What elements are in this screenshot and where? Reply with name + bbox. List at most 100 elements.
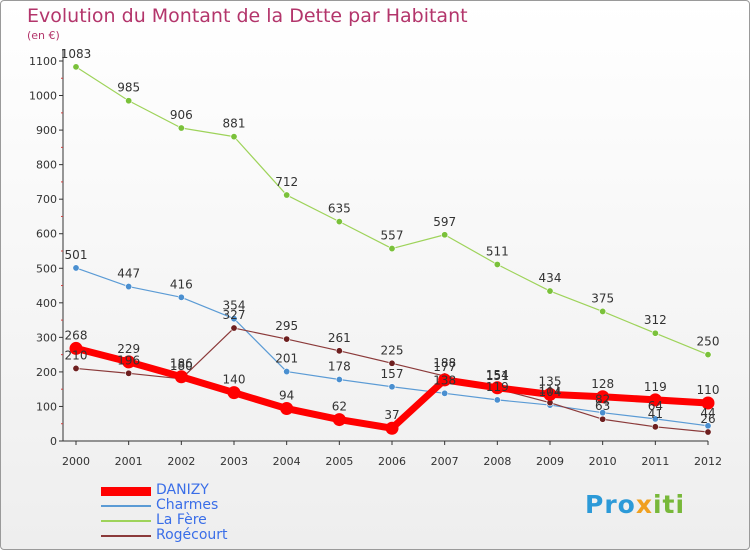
data-point-rog-court (704, 428, 712, 436)
data-label-rog-court: 188 (433, 356, 456, 370)
x-tick-label: 2005 (325, 455, 353, 468)
data-label-danizy: 128 (591, 377, 614, 391)
data-label-charmes: 119 (486, 380, 509, 394)
data-point-rog-court (599, 415, 607, 423)
data-label-danizy: 229 (117, 342, 140, 356)
data-label-rog-court: 261 (328, 331, 351, 345)
data-label-danizy: 94 (279, 389, 294, 403)
y-tick-label: 200 (36, 366, 57, 379)
data-point-charmes (125, 283, 133, 291)
legend-label-la-f-re: La Fère (156, 512, 207, 528)
data-label-danizy: 140 (223, 373, 246, 387)
data-label-danizy: 177 (433, 360, 456, 374)
data-label-la-f-re: 1083 (61, 47, 92, 61)
y-tick-label: 900 (36, 124, 57, 137)
y-tick-label: 1000 (29, 90, 57, 103)
chart-legend: DANIZY Charmes La Fère Rogécourt (101, 482, 301, 544)
x-tick-label: 2000 (62, 455, 90, 468)
chart-unit-label: (en €) (27, 29, 60, 42)
x-tick-label: 2006 (378, 455, 406, 468)
y-tick-label: 800 (36, 159, 57, 172)
data-point-la-f-re (704, 351, 712, 359)
data-label-rog-court: 225 (381, 343, 404, 357)
data-label-danizy: 62 (332, 400, 347, 414)
data-label-charmes: 501 (65, 248, 88, 262)
x-tick-label: 2007 (431, 455, 459, 468)
data-label-charmes: 416 (170, 277, 193, 291)
data-point-danizy (596, 390, 610, 404)
data-point-la-f-re (335, 218, 343, 226)
data-point-danizy (227, 386, 241, 400)
data-point-danizy (174, 370, 188, 384)
data-label-la-f-re: 985 (117, 81, 140, 95)
legend-swatch-rog-court (101, 535, 151, 537)
data-point-charmes (441, 389, 449, 397)
data-label-danizy: 135 (539, 374, 562, 388)
data-point-la-f-re (72, 63, 80, 71)
legend-swatch-danizy (101, 486, 151, 496)
data-label-charmes: 64 (648, 399, 663, 413)
y-tick-label: 300 (36, 331, 57, 344)
legend-swatch-la-f-re (101, 520, 151, 522)
data-label-rog-court: 295 (275, 319, 298, 333)
data-label-charmes: 447 (117, 267, 140, 281)
data-point-danizy (280, 402, 294, 416)
x-tick-label: 2012 (694, 455, 722, 468)
data-point-danizy (122, 355, 136, 369)
data-point-la-f-re (546, 287, 554, 295)
legend-item-danizy: DANIZY (101, 482, 301, 499)
x-tick-label: 2011 (641, 455, 669, 468)
data-label-charmes: 104 (539, 385, 562, 399)
data-point-rog-court (125, 369, 133, 377)
data-label-danizy: 154 (486, 368, 509, 382)
legend-label-rog-court: Rogécourt (156, 527, 228, 543)
data-label-rog-court: 196 (117, 353, 140, 367)
data-point-la-f-re (230, 133, 238, 141)
data-point-charmes (230, 315, 238, 323)
data-point-charmes (283, 368, 291, 376)
data-point-la-f-re (441, 231, 449, 239)
data-point-charmes (72, 264, 80, 272)
y-tick-label: 100 (36, 400, 57, 413)
x-tick-label: 2010 (589, 455, 617, 468)
data-label-la-f-re: 597 (433, 215, 456, 229)
data-label-danizy: 119 (644, 380, 667, 394)
data-point-danizy (648, 393, 662, 407)
x-tick-label: 2003 (220, 455, 248, 468)
legend-label-charmes: Charmes (156, 497, 219, 513)
data-label-danizy: 110 (697, 383, 720, 397)
y-tick-label: 400 (36, 297, 57, 310)
x-tick-label: 2008 (483, 455, 511, 468)
legend-item-rog-court: Rogécourt (101, 527, 301, 544)
data-label-la-f-re: 375 (591, 291, 614, 305)
data-point-rog-court (72, 364, 80, 372)
data-label-danizy: 37 (384, 408, 399, 422)
data-label-charmes: 44 (700, 406, 715, 420)
data-point-la-f-re (177, 124, 185, 132)
data-label-la-f-re: 906 (170, 108, 193, 122)
data-label-la-f-re: 712 (275, 175, 298, 189)
data-point-la-f-re (388, 245, 396, 253)
data-point-la-f-re (125, 97, 133, 105)
data-point-rog-court (388, 359, 396, 367)
data-label-la-f-re: 312 (644, 313, 667, 327)
data-point-charmes (388, 383, 396, 391)
data-point-la-f-re (651, 329, 659, 337)
data-label-rog-court: 210 (65, 348, 88, 362)
data-label-charmes: 354 (223, 299, 246, 313)
y-tick-label: 500 (36, 262, 57, 275)
data-point-danizy (332, 413, 346, 427)
data-label-la-f-re: 557 (381, 229, 404, 243)
y-tick-label: 600 (36, 228, 57, 241)
data-point-rog-court (283, 335, 291, 343)
data-point-charmes (335, 376, 343, 384)
legend-label-danizy: DANIZY (156, 482, 209, 498)
data-label-danizy: 186 (170, 357, 193, 371)
x-tick-label: 2001 (115, 455, 143, 468)
legend-swatch-charmes (101, 505, 151, 507)
legend-item-charmes: Charmes (101, 497, 301, 514)
data-label-charmes: 138 (433, 373, 456, 387)
data-point-danizy (490, 381, 504, 395)
